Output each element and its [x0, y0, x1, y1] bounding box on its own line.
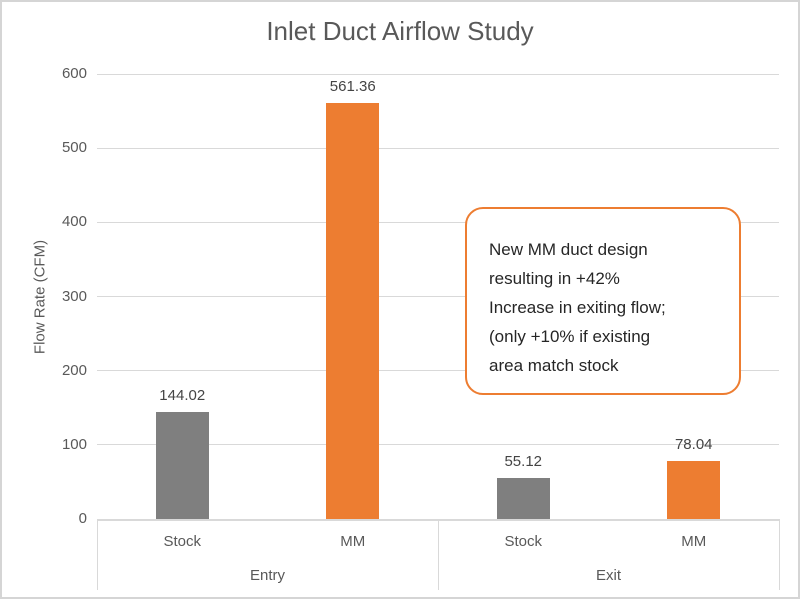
category-tick-label: Stock	[504, 533, 542, 550]
bar-exit-mm	[667, 461, 721, 519]
gridline	[97, 370, 779, 372]
gridline	[97, 221, 779, 223]
group-tick-label: Entry	[249, 567, 285, 584]
gridline	[97, 73, 779, 75]
gridline	[97, 296, 779, 297]
y-tick-label: 500	[61, 139, 87, 157]
y-tick-label: 300	[61, 287, 87, 305]
gridline	[97, 444, 779, 446]
y-tick-label: 100	[61, 435, 87, 453]
bar-value-label: 55.12	[504, 453, 543, 471]
gridline	[97, 147, 779, 149]
y-tick-label: 200	[61, 361, 87, 379]
y-tick-label: 0	[78, 510, 87, 527]
y-tick-label: 400	[61, 213, 87, 231]
bar-exit-stock	[496, 478, 550, 519]
bar-entry-stock	[155, 412, 209, 519]
y-tick-label: 600	[61, 65, 87, 82]
group-tick-label: Exit	[595, 567, 621, 584]
bar-value-label: 561.36	[329, 77, 376, 95]
category-axis-divider	[97, 519, 98, 590]
bar-value-label: 78.04	[674, 436, 713, 454]
category-tick-label: MM	[340, 533, 366, 550]
chart-title: Inlet Duct Airflow Study	[266, 16, 534, 46]
category-axis-divider	[438, 519, 439, 590]
annotation-callout: New MM duct design resulting in +42% Inc…	[465, 207, 741, 395]
bar-entry-mm	[326, 102, 380, 519]
category-tick-label: MM	[681, 533, 707, 550]
category-tick-label: Stock	[163, 533, 201, 550]
bar-value-label: 144.02	[159, 387, 206, 405]
annotation-text: New MM duct design resulting in +42% Inc…	[489, 240, 666, 375]
category-axis-divider	[779, 519, 780, 590]
